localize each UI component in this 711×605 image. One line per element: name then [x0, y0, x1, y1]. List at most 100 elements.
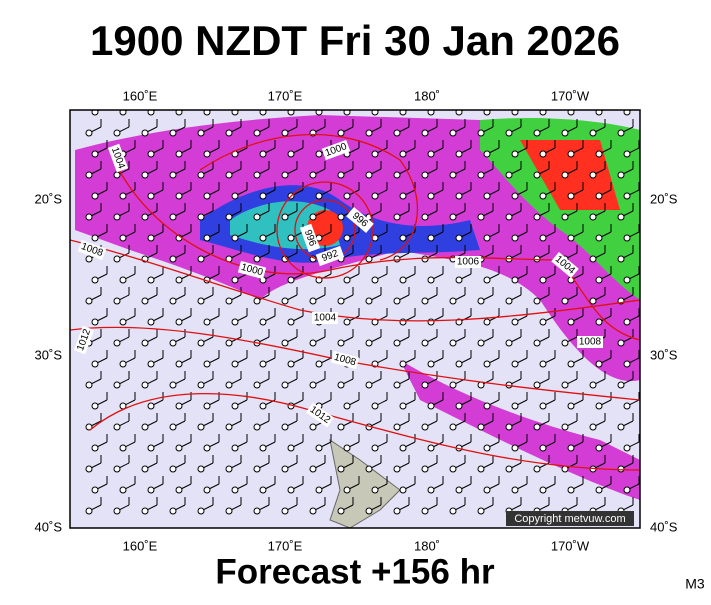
- station: [365, 171, 373, 179]
- station: [119, 444, 127, 452]
- station: [595, 360, 603, 368]
- station: [343, 444, 351, 452]
- station: [203, 192, 211, 200]
- station: [197, 465, 205, 473]
- station: [231, 110, 239, 116]
- station: [533, 297, 541, 305]
- station: [617, 213, 625, 221]
- isobar-label-box: [237, 260, 267, 280]
- station: [567, 150, 575, 158]
- isobar-value: 1008: [579, 337, 602, 348]
- station: [511, 318, 519, 326]
- lat-label: 20˚S: [35, 191, 63, 206]
- station: [197, 339, 205, 347]
- station: [539, 444, 547, 452]
- station: [309, 507, 317, 515]
- station: [365, 297, 373, 305]
- station: [253, 465, 261, 473]
- station: [623, 360, 631, 368]
- station: [539, 150, 547, 158]
- station: [203, 318, 211, 326]
- station: [477, 507, 485, 515]
- station: [309, 339, 317, 347]
- station: [281, 423, 289, 431]
- station: [365, 507, 373, 515]
- isobar-label: 1008: [577, 336, 603, 348]
- station: [337, 129, 345, 137]
- isobar-label-box: [330, 350, 360, 370]
- station: [141, 381, 149, 389]
- station: [309, 423, 317, 431]
- station: [343, 486, 351, 494]
- station: [449, 465, 457, 473]
- station: [203, 444, 211, 452]
- station: [567, 444, 575, 452]
- station: [203, 486, 211, 494]
- station: [259, 150, 267, 158]
- lon-label: 170˚W: [551, 88, 590, 103]
- station: [399, 150, 407, 158]
- station: [141, 423, 149, 431]
- isobar-label-box: [551, 252, 579, 278]
- station: [147, 234, 155, 242]
- isobar-label: 1006: [455, 256, 481, 268]
- station: [85, 171, 93, 179]
- station: [505, 297, 513, 305]
- station: [623, 276, 631, 284]
- station: [225, 213, 233, 221]
- station: [365, 255, 373, 263]
- isobar-value: 1006: [457, 257, 480, 268]
- station: [589, 381, 597, 389]
- station: [595, 402, 603, 410]
- station: [477, 339, 485, 347]
- station: [91, 110, 99, 116]
- station: [567, 360, 575, 368]
- station: [567, 192, 575, 200]
- station: [595, 192, 603, 200]
- station: [343, 192, 351, 200]
- station: [399, 192, 407, 200]
- station: [427, 276, 435, 284]
- isobar-label-box: [73, 325, 95, 355]
- station: [281, 297, 289, 305]
- station: [483, 486, 491, 494]
- station: [147, 110, 155, 116]
- station: [365, 129, 373, 137]
- station: [141, 213, 149, 221]
- station: [343, 110, 351, 116]
- station: [225, 507, 233, 515]
- station: [175, 276, 183, 284]
- station: [91, 318, 99, 326]
- station: [113, 171, 121, 179]
- station: [169, 255, 177, 263]
- station: [197, 381, 205, 389]
- station: [85, 465, 93, 473]
- station: [399, 444, 407, 452]
- station: [231, 402, 239, 410]
- station: [309, 381, 317, 389]
- station: [253, 171, 261, 179]
- station: [449, 507, 457, 515]
- station: [197, 129, 205, 137]
- station: [595, 318, 603, 326]
- station: [561, 423, 569, 431]
- station: [539, 110, 547, 116]
- station: [225, 171, 233, 179]
- station: [231, 276, 239, 284]
- station: [365, 381, 373, 389]
- station: [343, 402, 351, 410]
- station: [315, 486, 323, 494]
- station: [119, 234, 127, 242]
- station: [315, 150, 323, 158]
- isobar-label-box: [321, 139, 351, 161]
- station: [561, 297, 569, 305]
- station: [259, 360, 267, 368]
- station: [365, 339, 373, 347]
- title: 1900 NZDT Fri 30 Jan 2026: [90, 17, 620, 64]
- station: [113, 297, 121, 305]
- station: [567, 110, 575, 116]
- station: [113, 213, 121, 221]
- station: [449, 297, 457, 305]
- station: [85, 381, 93, 389]
